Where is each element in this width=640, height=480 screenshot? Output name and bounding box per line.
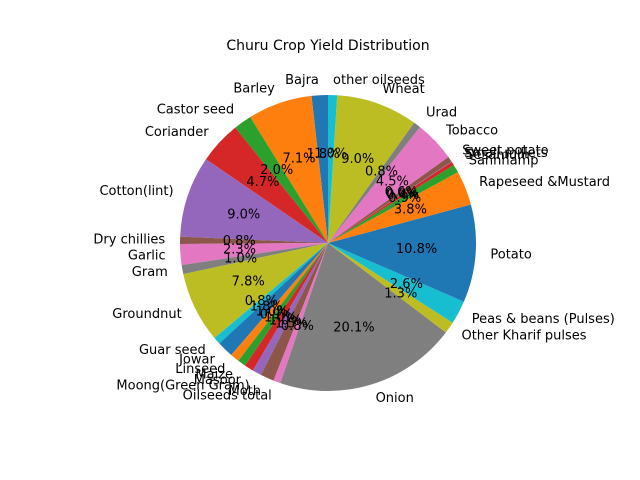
pie-percent-label: 1.0%	[314, 147, 347, 162]
pie-slice-guar-seed	[214, 243, 328, 344]
pie-category-label: Barley	[233, 82, 275, 97]
pie-slice-groundnut	[183, 243, 328, 338]
pie-category-label: Urad	[426, 106, 457, 121]
pie-category-label: Small millets	[464, 146, 548, 161]
pie-percent-label: 3.8%	[394, 202, 427, 217]
pie-category-label: other oilseeds	[333, 73, 425, 88]
pie-percent-label: 4.7%	[246, 175, 279, 190]
pie-category-label: Groundnut	[112, 307, 181, 322]
pie-slice-linseed	[231, 243, 328, 361]
pie-percent-label: 4.5%	[376, 174, 409, 189]
pie-percent-label: 10.8%	[396, 242, 437, 257]
category-labels: Bajra Barley Castor seed Coriander Cotton(li…	[93, 73, 614, 406]
pie-slice-oilseeds-total	[273, 243, 328, 384]
pie-slice-barley	[250, 95, 328, 243]
pie-percent-label: 7.8%	[232, 274, 265, 289]
pie-percent-label: 0.8%	[223, 234, 256, 249]
pie-slice-castor-seed	[235, 117, 328, 243]
pie-percent-label: 2.3%	[223, 242, 256, 257]
pie-category-label: Sannhamp	[469, 154, 539, 169]
pie-category-label: Wheat	[383, 82, 425, 97]
pie-percent-label: 1.0%	[224, 251, 257, 266]
pie-percent-label: 0.6%	[385, 185, 418, 200]
pie-slice-coriander	[206, 127, 328, 243]
pie-category-label: Bajra	[285, 73, 319, 88]
pie-slice-dry-chillies	[179, 236, 328, 245]
pie-category-label: Jowar	[178, 353, 215, 368]
pie-percent-label: 1.5%	[275, 316, 308, 331]
pie-category-label: Moth	[229, 384, 262, 399]
pie-slice-moong-green-gram	[252, 243, 328, 375]
pie-slice-gram	[181, 243, 328, 275]
pie-category-label: Rapeseed &Mustard	[479, 175, 610, 190]
pie-slice-garlic	[180, 243, 328, 266]
pie-category-label: Gram	[132, 265, 168, 280]
pie-percent-label: 0.9%	[260, 308, 293, 323]
pie-slice-wheat	[328, 95, 415, 243]
pie-category-label: Other Kharif pulses	[461, 329, 586, 344]
pie-slice-tobacco	[328, 127, 449, 243]
pie-percent-label: 1.8%	[250, 299, 283, 314]
pie-percent-label: 1.3%	[384, 286, 417, 301]
pie-percent-label: 1.0%	[264, 311, 297, 326]
pie-percent-label: 0.9%	[388, 191, 421, 206]
pie-slice-urad	[328, 122, 421, 243]
pie-percent-label: 0.4%	[386, 188, 419, 203]
pie-category-label: Oilseeds total	[183, 388, 272, 403]
pie-slice-jowar	[219, 243, 328, 355]
pie-slices	[179, 95, 476, 392]
pie-category-label: Onion	[376, 391, 414, 406]
pie-percent-label: 1.0%	[269, 313, 302, 328]
pie-category-label: Peas & beans (Pulses)	[472, 312, 615, 327]
pie-percent-label: 20.1%	[333, 320, 374, 335]
pie-slice-onion	[280, 243, 446, 392]
pie-category-label: Guar seed	[139, 343, 206, 358]
pie-slice-moth	[260, 243, 328, 381]
pie-slice-potato	[328, 204, 476, 302]
pie-category-label: Garlic	[128, 248, 166, 263]
pie-slice-sannhamp	[328, 164, 458, 243]
pie-slice-sesamum	[328, 161, 454, 243]
pie-percent-label: 9.0%	[227, 207, 260, 222]
pie-percent-label: 1.8%	[307, 147, 340, 162]
pie-category-label: Maize	[195, 368, 233, 383]
pie-slice-other-oilseeds	[328, 95, 338, 243]
pie-category-label: Cotton(lint)	[99, 184, 173, 199]
percent-labels: 1.8%7.1%2.0%4.7%9.0%0.8%2.3%1.0%7.8%0.8%…	[223, 147, 438, 336]
pie-slice-masoor	[245, 243, 328, 371]
pie-slice-bajra	[311, 95, 328, 243]
pie-percent-label: 9.0%	[341, 152, 374, 167]
pie-percent-label: 2.6%	[390, 277, 423, 292]
pie-percent-label: 0.8%	[245, 294, 278, 309]
pie-slice-other-kharif-pulses	[328, 243, 453, 333]
pie-percent-label: 0.0%	[386, 187, 419, 202]
pie-slice-sweet-potato	[328, 156, 452, 243]
pie-category-label: Linseed	[175, 362, 225, 377]
pie-percent-label: 7.1%	[283, 152, 316, 167]
pie-slice-small-millets	[328, 161, 452, 243]
pie-category-label: Moong(Green Gram)	[116, 378, 249, 393]
chart-title: Churu Crop Yield Distribution	[226, 38, 429, 54]
pie-category-label: Coriander	[145, 125, 209, 140]
pie-category-label: Dry chillies	[93, 233, 165, 248]
pie-category-label: Castor seed	[157, 103, 234, 118]
pie-slice-maize	[238, 243, 328, 366]
pie-category-label: Masoor	[194, 373, 242, 388]
pie-category-label: Tobacco	[445, 123, 498, 138]
pie-category-label: Sesamum	[465, 148, 530, 163]
pie-slice-peas-beans-pulses	[328, 243, 464, 323]
pie-category-label: Potato	[490, 247, 531, 262]
pie-percent-label: 0.8%	[281, 319, 314, 334]
pie-category-label: Sweet potato	[462, 143, 548, 158]
pie-percent-label: 1.0%	[256, 304, 289, 319]
pie-percent-label: 0.8%	[365, 165, 398, 180]
pie-slice-cotton-lint	[180, 159, 328, 243]
pie-slice-rapeseed-mustard	[328, 172, 471, 243]
pie-percent-label: 2.0%	[260, 163, 293, 178]
